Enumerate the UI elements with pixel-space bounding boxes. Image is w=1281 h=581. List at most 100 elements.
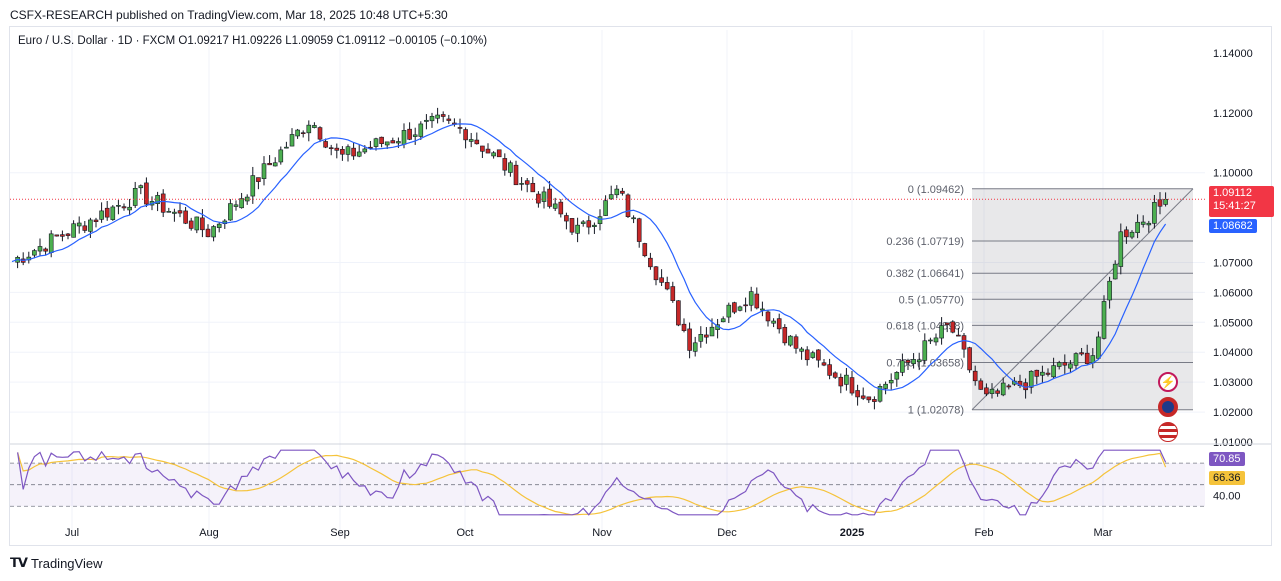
rsi-line <box>17 449 1167 516</box>
candle <box>972 370 978 382</box>
candle <box>177 210 183 214</box>
candle <box>362 148 368 153</box>
candle <box>1124 229 1129 238</box>
time-tick-label: Oct <box>456 527 473 539</box>
candle <box>121 206 127 209</box>
candle <box>928 339 933 342</box>
candle <box>1112 263 1118 280</box>
rsi-ma-line <box>17 452 1167 516</box>
candle <box>284 146 289 149</box>
candle <box>37 246 43 252</box>
candle <box>1028 370 1034 388</box>
candle <box>799 348 804 352</box>
candle <box>704 334 709 338</box>
candle <box>776 318 782 330</box>
candle <box>821 362 827 366</box>
candle <box>278 149 284 163</box>
candle <box>1107 280 1112 301</box>
candle <box>1096 336 1101 359</box>
candle <box>323 141 328 148</box>
candle <box>944 322 950 325</box>
candle <box>396 141 401 144</box>
candle <box>900 360 905 373</box>
candle <box>636 218 642 242</box>
time-tick-label: Dec <box>717 527 737 539</box>
brand-name: TradingView <box>30 555 103 571</box>
candle <box>1084 352 1090 364</box>
candle <box>1079 352 1084 355</box>
candle <box>250 175 256 197</box>
candle <box>1034 369 1040 377</box>
ma-price-tag: 1.08682 <box>1209 219 1257 233</box>
candle <box>754 293 760 309</box>
price-tick-label: 1.06000 <box>1213 287 1253 299</box>
candle <box>183 210 188 224</box>
candle <box>530 182 536 193</box>
price-tick-label: 1.10000 <box>1213 168 1253 180</box>
brand[interactable]: 𝗧𝗩 TradingView <box>10 555 102 571</box>
price-tick-label: 1.05000 <box>1213 317 1253 329</box>
candle <box>620 190 625 194</box>
candle <box>838 376 844 387</box>
fib-trend-line <box>971 188 1194 411</box>
candle <box>967 347 972 371</box>
candle <box>720 318 726 323</box>
price-tick-label: 1.02000 <box>1213 407 1253 419</box>
candle <box>832 372 838 378</box>
globe-inner-icon <box>1162 401 1174 413</box>
candle <box>474 139 480 145</box>
candle <box>804 349 810 361</box>
time-tick-label: 2025 <box>840 527 864 539</box>
candle <box>1040 371 1045 376</box>
candle <box>905 360 911 363</box>
candle <box>401 130 407 145</box>
candle <box>446 118 452 121</box>
candle <box>88 219 93 232</box>
candle <box>211 226 216 238</box>
candle <box>463 129 468 141</box>
candle <box>961 335 967 350</box>
candle <box>76 222 82 227</box>
candle <box>592 224 597 227</box>
chart-frame <box>9 26 1272 546</box>
candle <box>916 359 922 363</box>
candle <box>127 206 132 211</box>
fib-level-label: 1 (1.02078) <box>908 405 964 417</box>
candle <box>849 377 855 394</box>
candle <box>502 158 508 171</box>
candle <box>597 216 603 225</box>
symbol-label[interactable]: Euro / U.S. Dollar · 1D · FXCM <box>18 35 176 47</box>
high-value: H1.09226 <box>232 35 282 47</box>
candle <box>933 337 939 343</box>
us-flag-icon[interactable] <box>1158 422 1178 442</box>
candle <box>261 163 267 179</box>
candle <box>810 352 816 358</box>
candle <box>1129 231 1135 238</box>
candle <box>765 311 771 322</box>
rsi-tick-label: 40.00 <box>1213 490 1241 502</box>
candle <box>312 125 317 128</box>
globe-icon[interactable] <box>1158 397 1178 417</box>
lightning-icon[interactable]: ⚡ <box>1158 372 1178 392</box>
candle <box>995 390 1000 394</box>
time-tick-label: Jul <box>65 527 79 539</box>
candle <box>43 248 48 252</box>
candle <box>1146 222 1152 226</box>
candle <box>1152 202 1157 224</box>
candle <box>93 219 99 222</box>
price-tick-label: 1.07000 <box>1213 257 1253 269</box>
candle <box>1045 372 1051 375</box>
candle <box>300 132 306 134</box>
candle <box>664 282 670 290</box>
candle <box>345 146 351 155</box>
candle <box>267 163 272 166</box>
fib-level-label: 0.382 (1.06641) <box>886 268 964 280</box>
candle <box>513 164 519 186</box>
candle <box>485 148 491 154</box>
candle <box>911 359 916 365</box>
candle <box>956 334 961 337</box>
last-price-value: 1.09112 <box>1213 187 1252 199</box>
candle <box>614 188 620 196</box>
candle <box>1073 353 1079 366</box>
